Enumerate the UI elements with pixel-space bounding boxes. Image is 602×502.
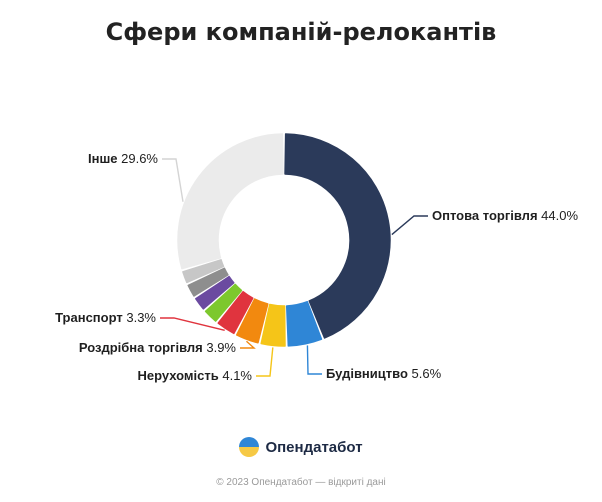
leader-line (256, 347, 274, 377)
donut-slice (187, 267, 229, 297)
donut-slice (260, 303, 286, 347)
brand-logo: Опендатабот (0, 437, 602, 457)
leader-line (306, 345, 322, 375)
leader-line (162, 158, 184, 202)
donut-slice (177, 133, 284, 270)
donut-slice (204, 283, 243, 322)
donut-slice (182, 259, 225, 284)
donut-slice (236, 298, 269, 344)
leader-line (391, 215, 428, 236)
slices (177, 133, 391, 347)
brand-name: Опендатабот (265, 438, 363, 456)
donut-slice (195, 275, 235, 310)
slice-label: Будівництво 5.6% (326, 366, 442, 381)
leader-line (160, 317, 225, 331)
slice-labels: Оптова торгівля 44.0% Будівництво 5.6% Нер… (55, 151, 578, 383)
slice-label: Транспорт 3.3% (55, 310, 156, 325)
chart-title: Сфери компаній-релокантів (105, 18, 497, 46)
donut-slice (284, 133, 391, 339)
donut-slice (217, 291, 254, 335)
leader-lines (160, 158, 428, 377)
footer-copyright: © 2023 Опендатабот — відкриті дані (216, 477, 386, 488)
opendatabot-logo-icon (239, 437, 260, 457)
slice-label: Нерухомість 4.1% (137, 368, 252, 383)
slice-label: Роздрібна торгівля 3.9% (79, 340, 237, 355)
slice-label: Інше 29.6% (88, 151, 158, 166)
leader-line (240, 340, 256, 349)
slice-label: Оптова торгівля 44.0% (432, 208, 578, 223)
donut-slice (285, 300, 323, 347)
